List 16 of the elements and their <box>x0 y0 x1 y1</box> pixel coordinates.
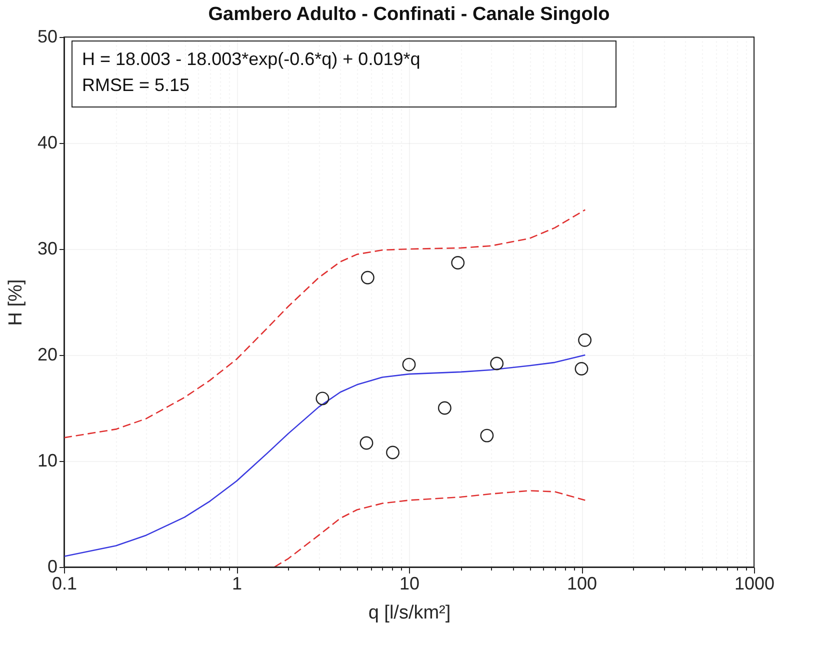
annotation: RMSE = 5.15 <box>82 75 190 95</box>
y-tick-label: 40 <box>37 132 58 152</box>
y-tick-label: 30 <box>37 238 58 258</box>
y-tick-label: 0 <box>47 556 58 576</box>
y-tick-label: 50 <box>37 26 58 46</box>
x-tick-label: 1 <box>232 574 242 594</box>
y-tick-label: 20 <box>37 344 58 364</box>
y-axis-title: H [%] <box>5 279 26 326</box>
x-tick-label: 100 <box>566 574 598 594</box>
x-tick-label: 0.1 <box>52 574 78 594</box>
x-tick-label: 10 <box>399 574 420 594</box>
x-axis-title: q [l/s/km²] <box>368 602 451 624</box>
chart-title: Gambero Adulto - Confinati - Canale Singolo <box>208 4 610 25</box>
annotation: H = 18.003 - 18.003*exp(-0.6*q) + 0.019*q <box>82 49 420 69</box>
x-tick-label: 1000 <box>734 574 775 594</box>
y-tick-label: 10 <box>37 450 58 470</box>
